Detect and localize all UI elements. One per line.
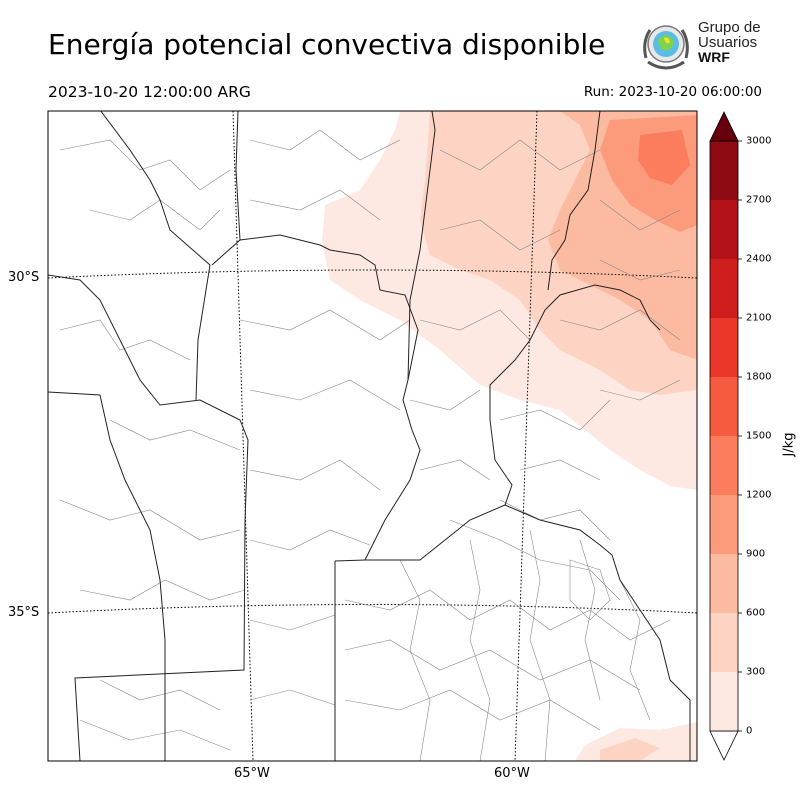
colorbar-extend-low xyxy=(709,730,739,761)
cape-contour-1200-1500 xyxy=(638,130,690,185)
wrf-users-logo: Grupo de Usuarios WRF xyxy=(638,18,768,74)
colorbar-tick: 300 xyxy=(746,666,766,678)
parallel-30s xyxy=(48,269,697,279)
run-time-label: Run: 2023-10-20 06:00:00 xyxy=(583,84,762,100)
colorbar-tick: 600 xyxy=(746,607,766,619)
colorbar-unit-label: J/kg xyxy=(781,432,797,457)
logo-line-1: Grupo de xyxy=(698,19,761,36)
colorbar xyxy=(709,111,742,761)
lat-label-35s: 35°S xyxy=(8,605,40,620)
map-area xyxy=(48,111,697,761)
colorbar-tick: 1800 xyxy=(746,371,772,383)
department-boundaries xyxy=(59,129,681,761)
colorbar-tick: 900 xyxy=(746,548,766,560)
province-boundaries xyxy=(48,111,691,761)
lat-label-30s: 30°S xyxy=(8,270,40,285)
colorbar-tick: 2100 xyxy=(746,312,772,324)
colorbar-extend-high xyxy=(709,111,739,142)
colorbar-tick: 2700 xyxy=(746,194,772,206)
lon-label-65w: 65°W xyxy=(234,766,270,781)
colorbar-tick: 1200 xyxy=(746,489,772,501)
boundary-andes xyxy=(48,274,249,761)
page-title: Energía potencial convectiva disponible xyxy=(48,28,606,61)
colorbar-tick: 3000 xyxy=(746,135,772,147)
logo-line-3: WRF xyxy=(698,49,730,65)
boundary-santiago xyxy=(235,111,241,241)
colorbar-tick: 1500 xyxy=(746,430,772,442)
parallel-35s xyxy=(48,604,697,614)
wrf-globe-icon xyxy=(643,25,689,70)
colorbar-tick: 2400 xyxy=(746,253,772,265)
valid-time-label: 2023-10-20 12:00:00 ARG xyxy=(48,83,251,101)
logo-line-2: Usuarios xyxy=(698,34,758,51)
lon-label-60w: 60°W xyxy=(494,766,530,781)
colorbar-tick: 0 xyxy=(746,725,753,737)
cape-patch-south-2 xyxy=(600,738,660,761)
